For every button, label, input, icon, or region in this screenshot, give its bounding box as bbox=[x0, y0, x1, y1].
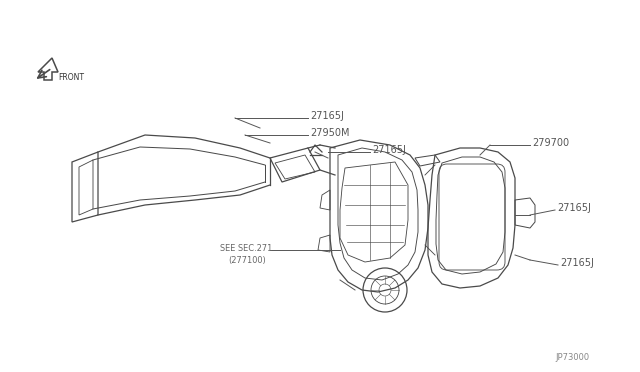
Text: 27165J: 27165J bbox=[310, 111, 344, 121]
Text: 27165J: 27165J bbox=[557, 203, 591, 213]
Text: 27165J: 27165J bbox=[560, 258, 594, 268]
Text: 27165J: 27165J bbox=[372, 145, 406, 155]
Text: SEE SEC.271: SEE SEC.271 bbox=[220, 244, 273, 253]
Text: JP73000: JP73000 bbox=[555, 353, 589, 362]
Text: FRONT: FRONT bbox=[58, 73, 84, 81]
Text: (277100): (277100) bbox=[228, 256, 266, 264]
Text: 27950M: 27950M bbox=[310, 128, 349, 138]
Text: 279700: 279700 bbox=[532, 138, 569, 148]
